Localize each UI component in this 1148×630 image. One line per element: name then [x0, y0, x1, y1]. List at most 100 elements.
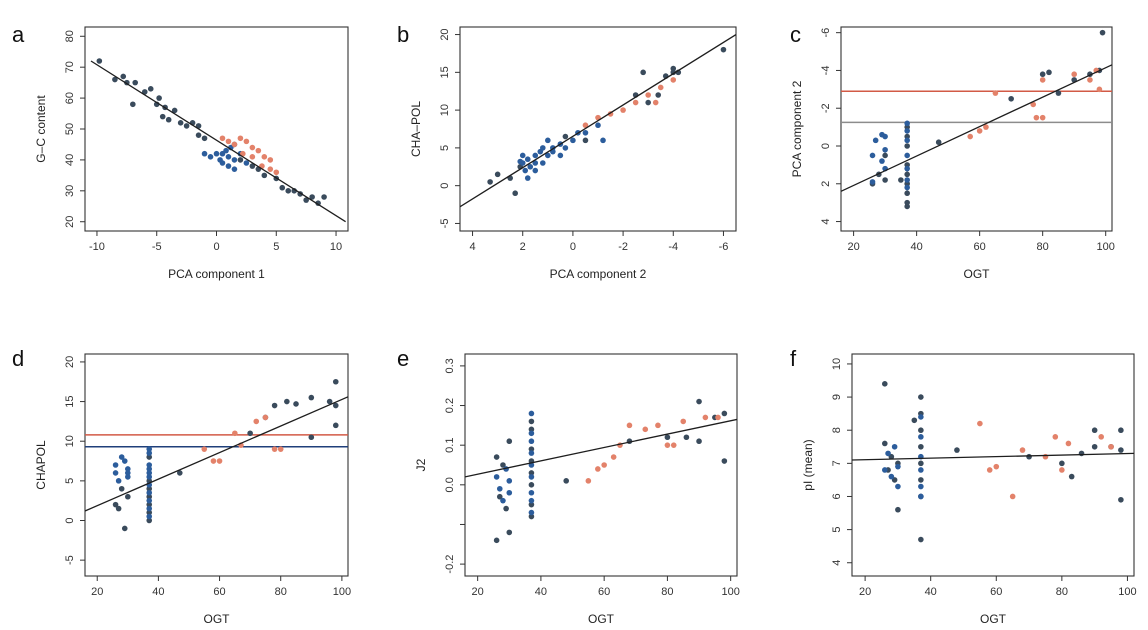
data-point: [595, 122, 601, 129]
data-point: [271, 402, 278, 409]
data-point: [261, 154, 268, 160]
data-point: [201, 135, 208, 142]
panel-e: e 20 40 60 80 100 -0.2 0.0 0.1 0.2 0.3 OGT J2: [397, 346, 740, 626]
data-point: [1026, 453, 1032, 460]
data-point: [721, 458, 728, 464]
data-point: [121, 458, 128, 464]
data-point: [112, 76, 118, 83]
data-point: [885, 450, 891, 457]
data-point: [904, 190, 910, 197]
y-tick-label: 10: [831, 358, 843, 370]
data-point: [503, 505, 509, 512]
data-point: [640, 69, 646, 76]
data-point: [528, 474, 535, 480]
data-point: [146, 501, 153, 508]
y-tick-label: 0: [64, 517, 76, 523]
plot-data: [852, 381, 1134, 543]
data-point: [146, 470, 153, 476]
data-point: [213, 150, 220, 157]
y-tick-label: 10: [439, 104, 451, 116]
data-point: [519, 152, 526, 159]
data-point: [532, 167, 539, 174]
plot-data: [841, 29, 1112, 210]
data-point: [115, 505, 122, 512]
data-point: [146, 509, 153, 516]
data-point: [293, 401, 299, 407]
data-point: [904, 120, 910, 127]
data-point: [487, 179, 493, 185]
data-point: [1059, 467, 1065, 473]
data-point: [645, 92, 651, 98]
x-tick-label: -4: [668, 241, 678, 253]
y-tick-label: 15: [439, 66, 451, 78]
data-point: [595, 466, 601, 472]
data-point: [121, 525, 128, 532]
panel-c: c 20 40 60 80 100 -6 -4 -2 0 2 4 OGT PCA component 2: [790, 22, 1115, 281]
x-tick-label: -5: [152, 241, 162, 253]
data-point: [918, 427, 924, 434]
panel-letter: b: [397, 22, 409, 47]
data-point: [112, 462, 119, 468]
data-point: [524, 175, 531, 181]
y-tick-label: -0.2: [444, 555, 456, 574]
y-tick-label: 30: [64, 185, 76, 197]
data-point: [918, 483, 924, 490]
data-point: [881, 467, 888, 473]
x-tick-label: 100: [1097, 241, 1115, 253]
x-tick-label: 40: [535, 586, 547, 598]
y-tick-label: 40: [64, 154, 76, 166]
data-point: [146, 446, 153, 452]
data-point: [118, 485, 125, 492]
data-point: [146, 517, 153, 524]
data-point: [1118, 496, 1124, 503]
x-tick-label: 20: [472, 586, 484, 598]
data-point: [1042, 453, 1049, 460]
x-tick-label: 20: [859, 586, 871, 598]
data-point: [225, 154, 232, 160]
data-point: [891, 443, 898, 450]
data-point: [146, 489, 153, 496]
data-point: [125, 474, 131, 480]
data-point: [702, 414, 709, 421]
data-point: [882, 177, 888, 183]
plot-data: [90, 58, 346, 223]
data-point: [582, 137, 589, 144]
y-tick-label: 4: [820, 218, 832, 224]
data-point: [146, 493, 153, 500]
data-point: [195, 132, 202, 138]
data-point: [904, 171, 910, 178]
data-point: [657, 84, 664, 91]
x-tick-label: 0: [570, 241, 576, 253]
data-point: [132, 79, 139, 86]
data-point: [1118, 447, 1124, 453]
data-point: [493, 537, 500, 544]
y-tick-label: 5: [64, 478, 76, 484]
y-tick-label: 20: [439, 28, 451, 40]
data-point: [146, 474, 153, 480]
fit-line: [841, 64, 1112, 192]
y-axis-label: J2: [414, 458, 428, 471]
data-point: [506, 478, 513, 484]
data-point: [904, 143, 910, 149]
data-point: [904, 137, 910, 144]
panel-letter: c: [790, 22, 801, 47]
y-axis-label: pI (mean): [801, 439, 815, 490]
x-axis-label: PCA component 2: [550, 267, 647, 281]
y-tick-label: 50: [64, 123, 76, 135]
plot-frame: [851, 353, 1135, 577]
data-point: [210, 458, 217, 464]
data-point: [967, 133, 973, 140]
data-point: [496, 485, 503, 492]
y-tick-label: 0.1: [444, 438, 456, 453]
plot-frame: [84, 353, 349, 577]
data-point: [670, 65, 677, 72]
data-point: [528, 410, 535, 417]
fit-line: [852, 452, 1134, 461]
data-point: [895, 483, 901, 490]
data-point: [156, 95, 162, 101]
data-point: [1096, 86, 1103, 93]
data-point: [652, 99, 659, 106]
data-point: [223, 147, 229, 154]
data-point: [528, 513, 535, 520]
